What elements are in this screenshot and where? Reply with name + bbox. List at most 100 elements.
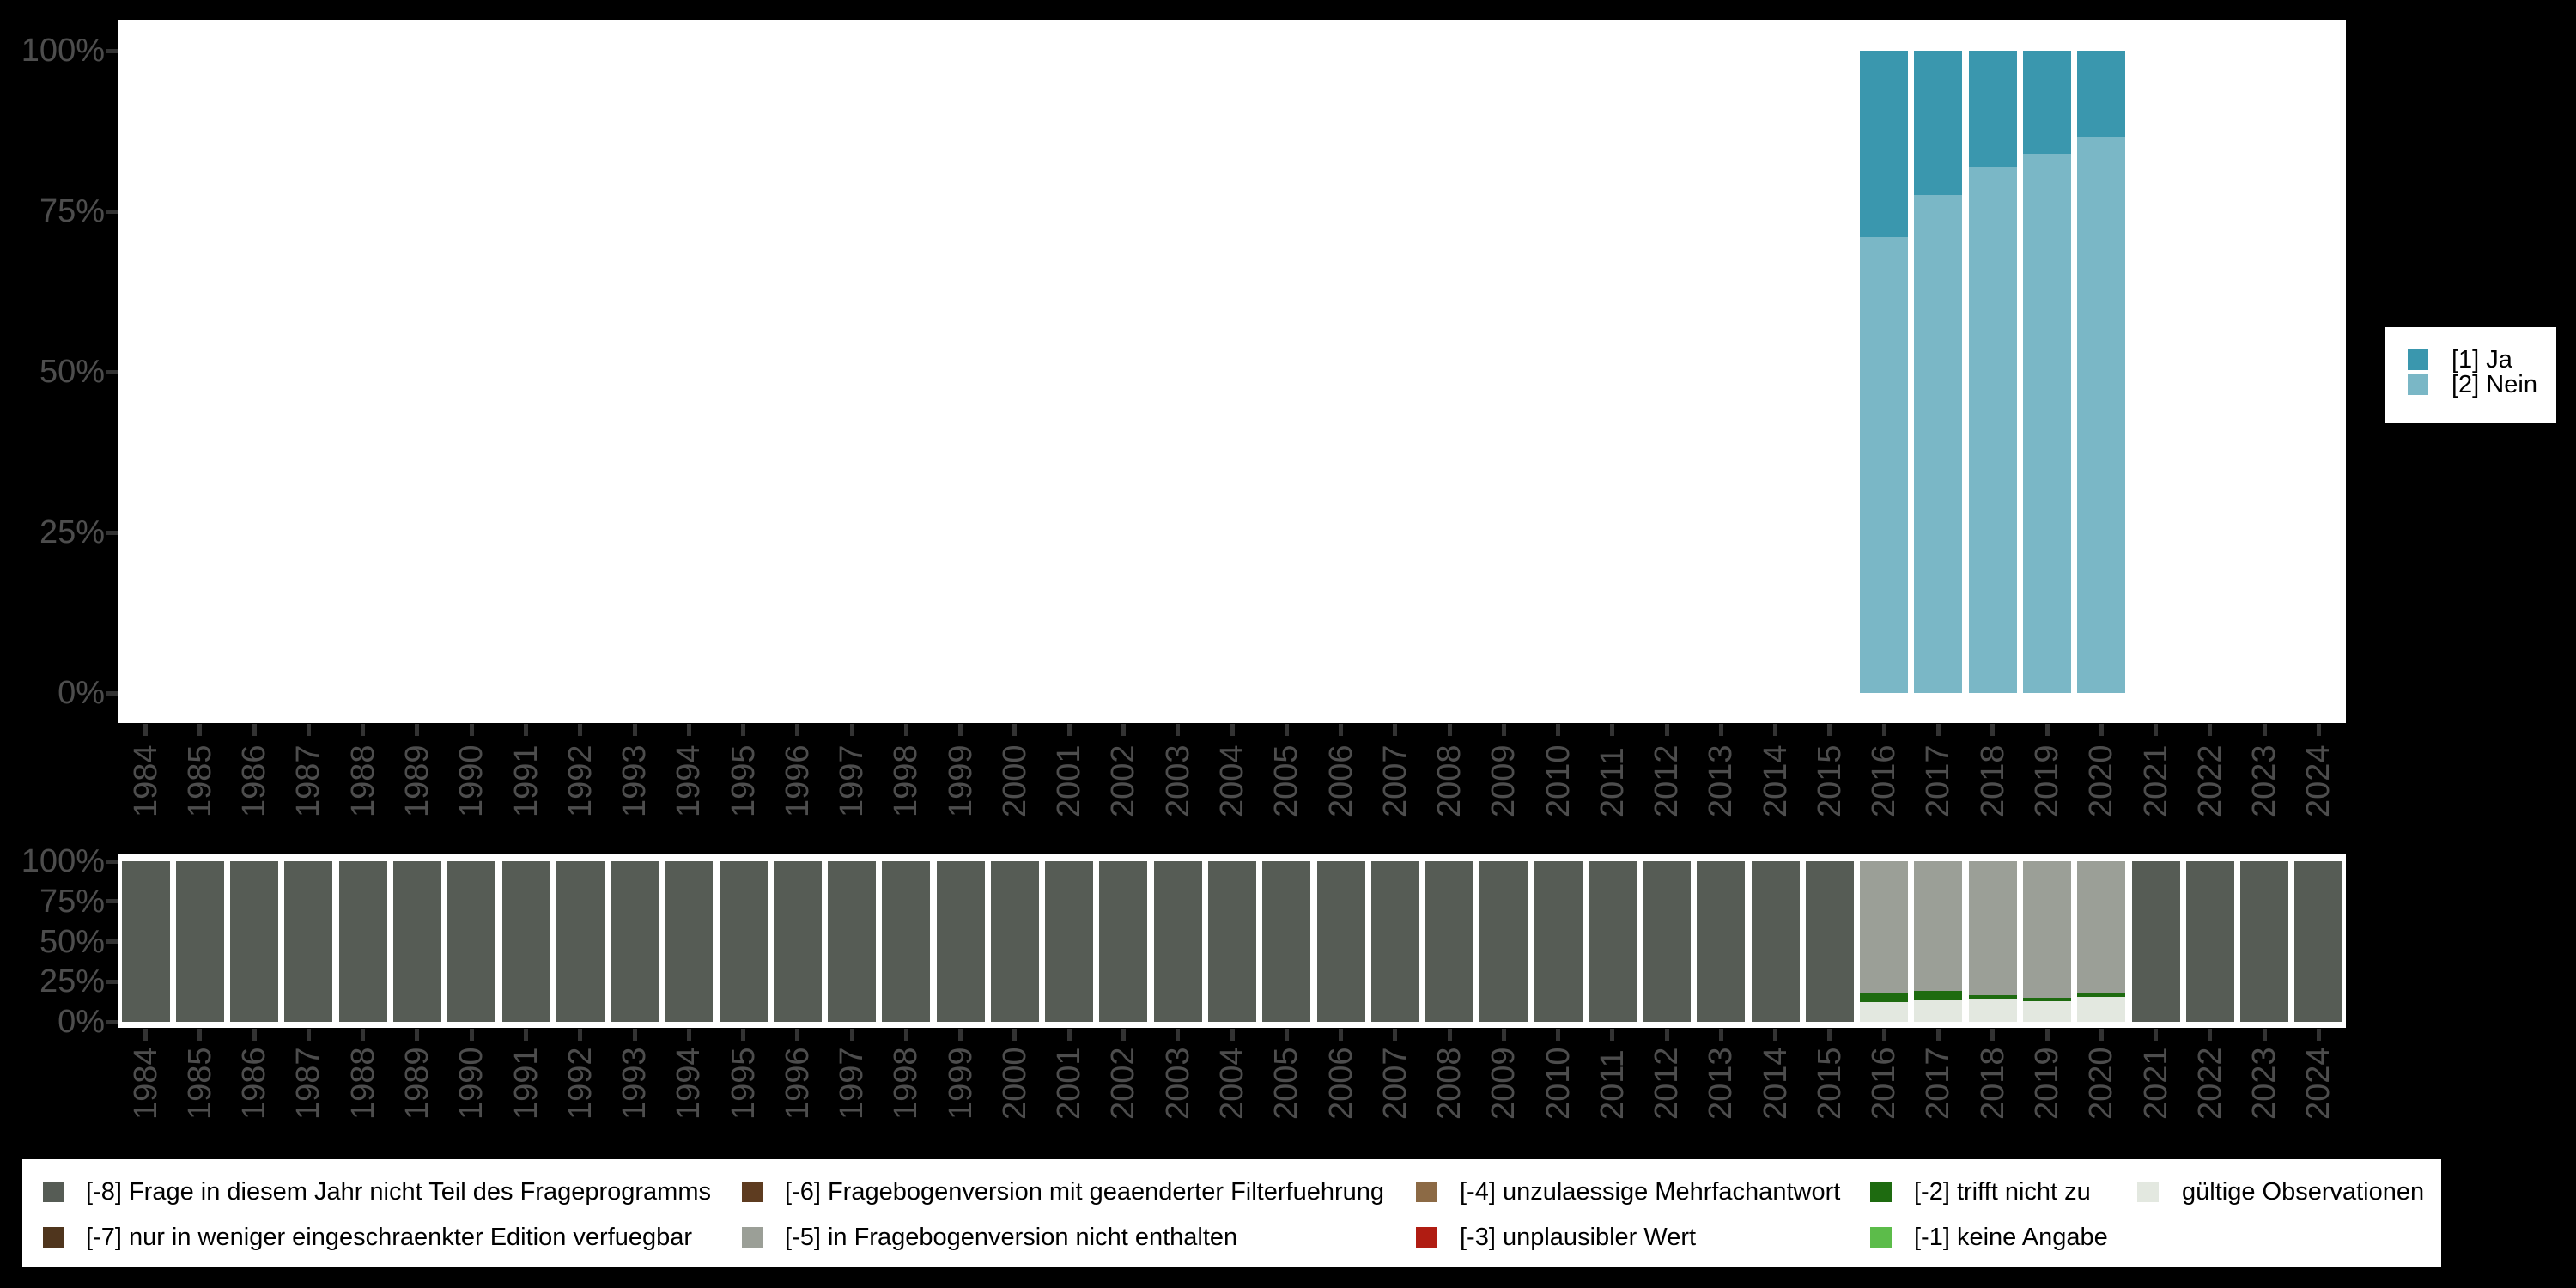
x-tick-label: 2007	[1376, 1047, 1413, 1120]
x-tick-label: 2019	[2029, 1047, 2066, 1120]
legend-swatch-m7	[43, 1227, 64, 1248]
y-tick	[106, 48, 118, 53]
x-tick-label: 2005	[1268, 1047, 1305, 1120]
x-tick	[1501, 1029, 1506, 1041]
bar-segment-2017-valid	[1914, 999, 1963, 1022]
x-tick-label: 1991	[507, 1047, 544, 1120]
x-tick	[632, 1029, 637, 1041]
x-tick	[1610, 1029, 1615, 1041]
bar-segment-2017-nein	[1914, 195, 1963, 693]
x-tick-label: 2018	[1974, 1047, 2011, 1120]
bar-segment-1984-m8	[121, 861, 170, 1022]
bar-segment-1991-m8	[501, 861, 550, 1022]
x-tick	[958, 1029, 963, 1041]
x-tick-label: 1987	[290, 744, 327, 817]
x-tick-label: 2014	[1757, 1047, 1794, 1120]
bar-segment-2017-m5	[1914, 861, 1963, 991]
x-tick	[1393, 1029, 1398, 1041]
x-tick-label: 2008	[1431, 1047, 1468, 1120]
x-tick	[306, 724, 311, 736]
bar-segment-1990-m8	[447, 861, 496, 1022]
bar-segment-2024-m8	[2294, 861, 2343, 1022]
x-tick-label: 2007	[1376, 744, 1413, 817]
y-tick-label: 50%	[39, 354, 105, 390]
bar-segment-2014-m8	[1751, 861, 1800, 1022]
x-tick	[1990, 1029, 1996, 1041]
x-tick	[1447, 1029, 1452, 1041]
x-tick-label: 2014	[1757, 744, 1794, 817]
x-tick	[1230, 724, 1235, 736]
x-tick	[1881, 724, 1886, 736]
legend-swatch-m2	[1870, 1182, 1892, 1202]
x-tick	[2262, 1029, 2267, 1041]
x-tick-label: 2009	[1485, 1047, 1522, 1120]
x-tick	[1718, 724, 1723, 736]
x-tick	[469, 1029, 474, 1041]
x-tick	[1827, 724, 1832, 736]
x-tick	[632, 724, 637, 736]
x-tick	[1339, 724, 1344, 736]
x-tick-label: 2018	[1974, 744, 2011, 817]
legend-label-ja: [1] Ja	[2451, 346, 2512, 374]
y-tick-label: 0%	[58, 675, 105, 711]
x-tick-label: 1998	[888, 744, 925, 817]
legend-swatch-valid	[2137, 1182, 2159, 1202]
x-tick	[2099, 1029, 2104, 1041]
bar-segment-2019-m2	[2023, 998, 2072, 1002]
x-tick	[524, 1029, 528, 1041]
x-tick-label: 2015	[1811, 744, 1848, 817]
x-tick-label: 1985	[181, 1047, 218, 1120]
bar-segment-2001-m8	[1045, 861, 1094, 1022]
bar-segment-1996-m8	[773, 861, 822, 1022]
bar-segment-2018-ja	[1968, 51, 2017, 167]
x-tick	[2154, 724, 2159, 736]
x-tick	[1990, 724, 1996, 736]
x-tick-label: 1994	[671, 744, 708, 817]
y-tick	[106, 859, 118, 864]
legend-label-valid: gültige Observationen	[2182, 1178, 2425, 1206]
legend-label-m1: [-1] keine Angabe	[1914, 1224, 2108, 1251]
bar-segment-2012-m8	[1643, 861, 1692, 1022]
y-tick	[106, 939, 118, 944]
x-tick	[2316, 1029, 2321, 1041]
x-tick	[1718, 1029, 1723, 1041]
legend-label-m3: [-3] unplausibler Wert	[1460, 1224, 1697, 1251]
x-tick	[1176, 1029, 1181, 1041]
x-tick-label: 2011	[1594, 747, 1631, 817]
x-tick-label: 1999	[942, 744, 979, 817]
x-tick-label: 2008	[1431, 744, 1468, 817]
bar-segment-1999-m8	[936, 861, 985, 1022]
x-tick-label: 2003	[1159, 1047, 1196, 1120]
y-tick-label: 0%	[58, 1004, 105, 1040]
legend-label-m6: [-6] Fragebogenversion mit geaenderter F…	[785, 1178, 1384, 1206]
x-tick	[1773, 1029, 1778, 1041]
legend-swatch-m3	[1416, 1227, 1437, 1248]
x-tick	[197, 724, 203, 736]
bar-segment-1998-m8	[882, 861, 931, 1022]
missings-legend-box	[22, 1159, 2441, 1267]
x-tick-label: 1990	[453, 1047, 490, 1120]
x-tick-label: 1994	[671, 1047, 708, 1120]
x-tick	[2044, 724, 2050, 736]
x-tick	[197, 1029, 203, 1041]
x-tick	[1664, 1029, 1669, 1041]
legend-label-m2: [-2] trifft nicht zu	[1914, 1178, 2091, 1206]
legend-swatch-nein	[2408, 374, 2428, 395]
x-tick-label: 2022	[2191, 1047, 2228, 1120]
y-tick	[106, 209, 118, 214]
x-tick-label: 2010	[1540, 744, 1577, 817]
y-tick	[106, 690, 118, 696]
x-tick-label: 2024	[2300, 1047, 2337, 1120]
x-tick-label: 1987	[290, 1047, 327, 1120]
x-tick	[2154, 1029, 2159, 1041]
x-tick	[1447, 724, 1452, 736]
x-tick-label: 1997	[834, 744, 871, 817]
bar-segment-2015-m8	[1805, 861, 1854, 1022]
bar-segment-2016-ja	[1860, 51, 1909, 237]
x-tick	[143, 1029, 149, 1041]
x-tick	[1284, 1029, 1289, 1041]
x-tick-label: 2001	[1051, 1047, 1088, 1120]
bar-segment-2008-m8	[1425, 861, 1474, 1022]
x-tick	[1121, 724, 1126, 736]
bar-segment-2004-m8	[1208, 861, 1256, 1022]
